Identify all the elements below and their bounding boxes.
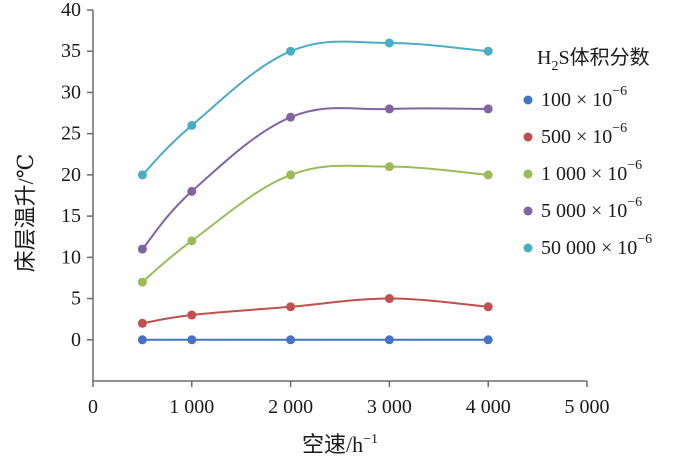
legend-label-base: 1 000 × 10 — [541, 163, 627, 185]
y-tick-label: 15 — [61, 205, 81, 227]
data-point — [137, 277, 147, 287]
legend-item: 1 000 × 10−6 — [523, 158, 642, 186]
data-point — [483, 104, 493, 114]
series-line — [141, 107, 489, 250]
legend-title-sub: 2 — [551, 59, 558, 74]
legend-title-prefix: H — [537, 47, 551, 69]
axis-labels: 床层温升/℃ 空速/h−1 — [13, 154, 378, 457]
legend-label-exponent: −6 — [612, 121, 627, 136]
series-layer — [137, 38, 493, 345]
data-point — [286, 335, 296, 345]
data-point — [384, 335, 394, 345]
legend-marker — [523, 132, 533, 142]
data-point — [187, 236, 197, 246]
legend-label-base: 50 000 × 10 — [541, 237, 637, 259]
x-axis-title-sup: −1 — [363, 432, 378, 447]
x-tick-label: 4 000 — [466, 396, 511, 418]
legend-label-base: 100 × 10 — [541, 89, 612, 111]
series-3 — [137, 162, 493, 287]
legend-label: 100 × 10−6 — [541, 84, 627, 112]
data-point — [187, 186, 197, 196]
legend-label: 5 000 × 10−6 — [541, 195, 642, 223]
x-tick-label: 0 — [88, 396, 98, 418]
legend-item: 500 × 10−6 — [523, 121, 627, 149]
y-tick-label: 40 — [61, 0, 81, 21]
legend-marker — [523, 243, 533, 253]
legend-label: 1 000 × 10−6 — [541, 158, 642, 186]
legend-marker — [523, 169, 533, 179]
legend-title: H2S体积分数 — [537, 46, 650, 74]
legend-item: 5 000 × 10−6 — [523, 195, 642, 223]
x-tick-label: 1 000 — [169, 396, 214, 418]
data-point — [384, 104, 394, 114]
series-1 — [137, 335, 493, 345]
x-axis-title-main: 空速/h — [302, 432, 363, 457]
y-tick-label: 25 — [61, 123, 81, 145]
legend-item: 50 000 × 10−6 — [523, 232, 652, 260]
axes: 0 5 10 15 20 25 30 35 40 0 1 000 2 000 3 000 4 000 5 0… — [61, 0, 610, 418]
y-tick-label: 20 — [61, 164, 81, 186]
legend-label-exponent: −6 — [637, 232, 652, 247]
y-tick-label: 30 — [61, 81, 81, 103]
y-axis-title: 床层温升/℃ — [13, 154, 38, 273]
data-point — [384, 294, 394, 304]
data-point — [137, 318, 147, 328]
data-point — [137, 335, 147, 345]
x-tick-label: 5 000 — [565, 396, 610, 418]
data-point — [483, 46, 493, 56]
data-point — [286, 170, 296, 180]
data-point — [286, 46, 296, 56]
data-point — [187, 310, 197, 320]
series-2 — [137, 294, 493, 328]
data-point — [483, 335, 493, 345]
y-tick-label: 5 — [71, 288, 81, 310]
legend-label-base: 5 000 × 10 — [541, 200, 627, 222]
data-point — [384, 38, 394, 48]
legend-label: 50 000 × 10−6 — [541, 232, 652, 260]
data-point — [187, 120, 197, 130]
data-point — [483, 302, 493, 312]
data-point — [483, 170, 493, 180]
x-tick-label: 3 000 — [367, 396, 412, 418]
series-line — [142, 297, 489, 325]
legend-label: 500 × 10−6 — [541, 121, 627, 149]
series-line — [141, 164, 489, 283]
series-4 — [137, 104, 493, 254]
data-point — [286, 302, 296, 312]
legend-title-suffix: S体积分数 — [558, 46, 649, 69]
y-tick-label: 0 — [71, 329, 81, 351]
legend-label-exponent: −6 — [627, 195, 642, 210]
legend-marker — [523, 95, 533, 105]
data-point — [187, 335, 197, 345]
legend-label-exponent: −6 — [612, 84, 627, 99]
data-point — [384, 162, 394, 172]
legend-marker — [523, 206, 533, 216]
data-point — [137, 244, 147, 254]
legend-label-exponent: −6 — [627, 158, 642, 173]
legend-item: 100 × 10−6 — [523, 84, 627, 112]
data-point — [137, 170, 147, 180]
x-tick-label: 2 000 — [268, 396, 313, 418]
y-tick-label: 35 — [61, 40, 81, 62]
data-point — [286, 112, 296, 122]
series-5 — [137, 38, 493, 180]
legend-label-base: 500 × 10 — [541, 126, 612, 148]
y-tick-label: 10 — [61, 246, 81, 268]
x-axis-title: 空速/h−1 — [302, 432, 378, 457]
